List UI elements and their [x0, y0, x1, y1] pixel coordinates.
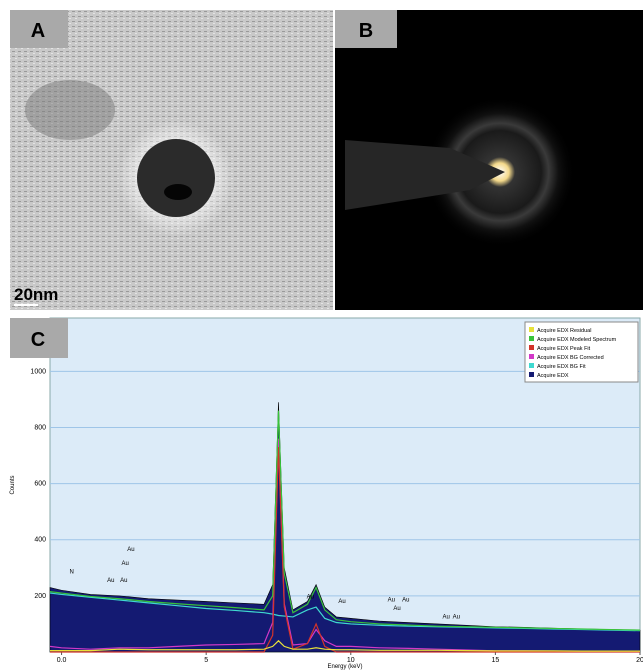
shadow [25, 80, 115, 140]
legend-swatch [529, 372, 534, 377]
figure: A 20nm B 200 400 600 800 1000 0.0 5 10 15 20 Energ… [0, 0, 643, 670]
legend-entry: Acquire EDX Peak Fit [537, 346, 591, 352]
legend-swatch [529, 354, 534, 359]
peak-label: Au [107, 578, 114, 584]
peak-label: Au [402, 597, 409, 603]
figure-svg: A 20nm B 200 400 600 800 1000 0.0 5 10 15 20 Energ… [0, 0, 643, 670]
panel-label: B [359, 20, 373, 42]
peak-label: Au [120, 578, 127, 584]
peak-label: Au [388, 597, 395, 603]
legend-entry: Acquire EDX Modeled Spectrum [537, 337, 617, 343]
particle-core [164, 184, 192, 200]
x-tick-label: 0.0 [57, 657, 67, 664]
peak-label: Au [393, 606, 400, 612]
legend-swatch [529, 345, 534, 350]
x-tick-label: 15 [491, 657, 499, 664]
y-tick-label: 400 [34, 537, 46, 544]
peak-label: Au [122, 561, 129, 567]
x-tick-label: 20 [636, 657, 643, 664]
panel-label: C [31, 329, 45, 351]
x-axis-label: Energy (keV) [327, 664, 362, 670]
peak-label: Au [127, 547, 134, 553]
legend-swatch [529, 363, 534, 368]
peak-label: Au [338, 599, 345, 605]
panel-label: A [31, 20, 45, 42]
legend-swatch [529, 327, 534, 332]
legend-entry: Acquire EDX [537, 373, 569, 379]
peak-label: Au [453, 614, 460, 620]
y-axis-label: Counts [10, 475, 16, 494]
panel-a: A 20nm [10, 10, 333, 310]
legend-entry: Acquire EDX BG Corrected [537, 355, 604, 361]
x-tick-label: 5 [204, 657, 208, 664]
peak-label: N [70, 569, 74, 575]
peak-label: Au [307, 595, 314, 601]
particle [137, 139, 215, 217]
y-tick-label: 600 [34, 481, 46, 488]
peak-label: Au [443, 614, 450, 620]
panel-c-label: C [10, 318, 68, 358]
y-tick-label: 800 [34, 424, 46, 431]
x-tick-label: 10 [347, 657, 355, 664]
legend-entry: Acquire EDX BG Fit [537, 364, 586, 370]
y-tick-label: 200 [34, 593, 46, 600]
y-tick-label: 1000 [30, 368, 46, 375]
scale-bar-label: 20nm [14, 285, 58, 304]
legend-swatch [529, 336, 534, 341]
panel-b: B [335, 10, 643, 310]
legend-entry: Acquire EDX Residual [537, 328, 591, 334]
